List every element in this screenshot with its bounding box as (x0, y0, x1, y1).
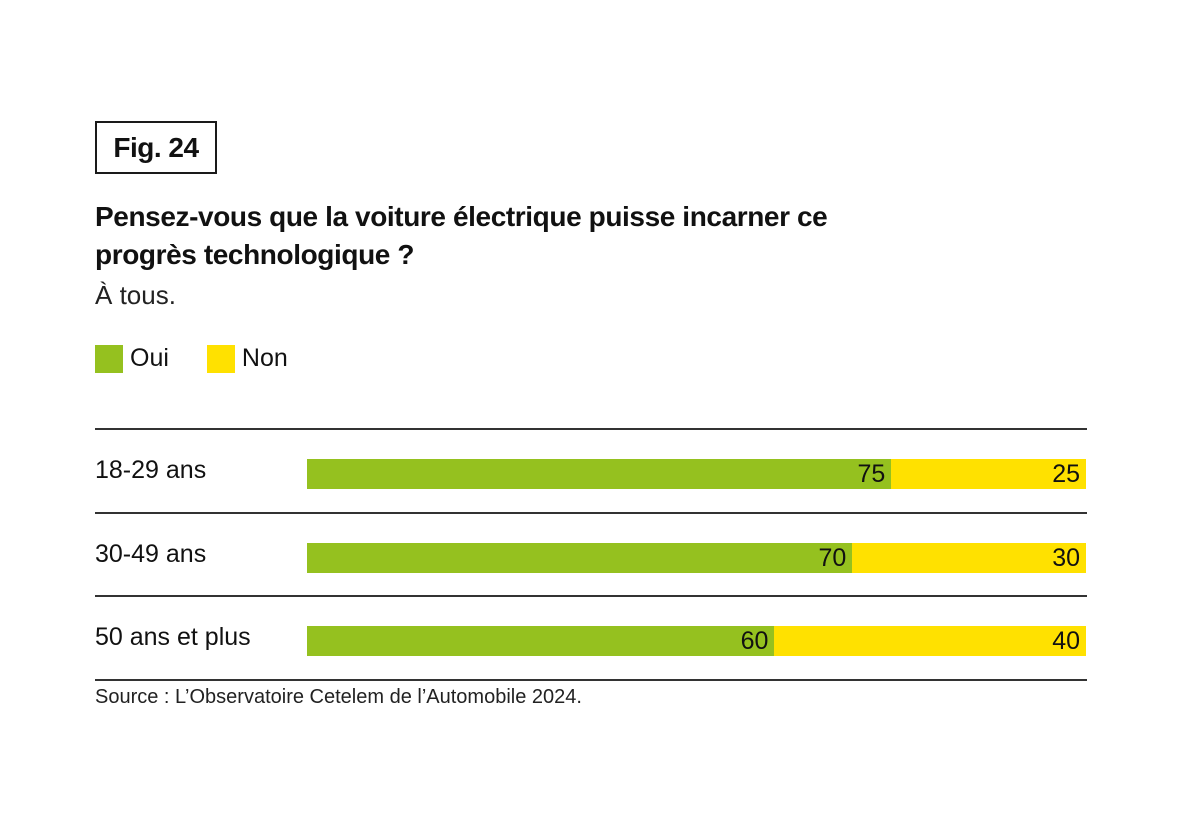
row-divider (95, 511, 1087, 514)
legend-item-oui: Oui (95, 344, 169, 373)
legend: Oui Non (95, 344, 326, 373)
bar-non (852, 542, 1086, 573)
chart-title: Pensez-vous que la voiture électrique pu… (95, 201, 828, 270)
figure-label-text: Fig. 24 (113, 131, 199, 163)
figure-label: Fig. 24 (95, 121, 217, 174)
row-divider (95, 428, 1087, 430)
data-label-oui: 75 (857, 460, 886, 488)
source-note: Source : L’Observatoire Cetelem de l’Aut… (95, 686, 582, 708)
data-label-non: 30 (1052, 543, 1080, 572)
data-label-oui: 60 (740, 627, 769, 655)
category-label: 30-49 ans (95, 539, 207, 568)
legend-swatch-oui (95, 344, 123, 373)
category-label: 50 ans et plus (95, 623, 251, 651)
data-label-non: 40 (1052, 627, 1080, 655)
data-label-oui: 70 (818, 543, 847, 572)
legend-item-non: Non (206, 344, 288, 373)
legend-swatch-non (206, 344, 235, 373)
bar-oui (307, 459, 892, 489)
bar-oui (307, 626, 775, 656)
bar-non (774, 626, 1086, 656)
row-divider (95, 595, 1087, 597)
chart-subtitle: À tous. (95, 280, 176, 310)
stacked-bar-chart: 18-29 ans 75 25 30-49 ans 70 30 50 ans et plus… (95, 428, 1087, 681)
legend-label-oui: Oui (130, 344, 169, 372)
data-label-non: 25 (1052, 460, 1080, 488)
bar-non (891, 459, 1086, 489)
category-label: 18-29 ans (95, 456, 207, 484)
bar-oui (307, 542, 853, 573)
legend-label-non: Non (241, 344, 288, 372)
row-divider (95, 678, 1087, 681)
